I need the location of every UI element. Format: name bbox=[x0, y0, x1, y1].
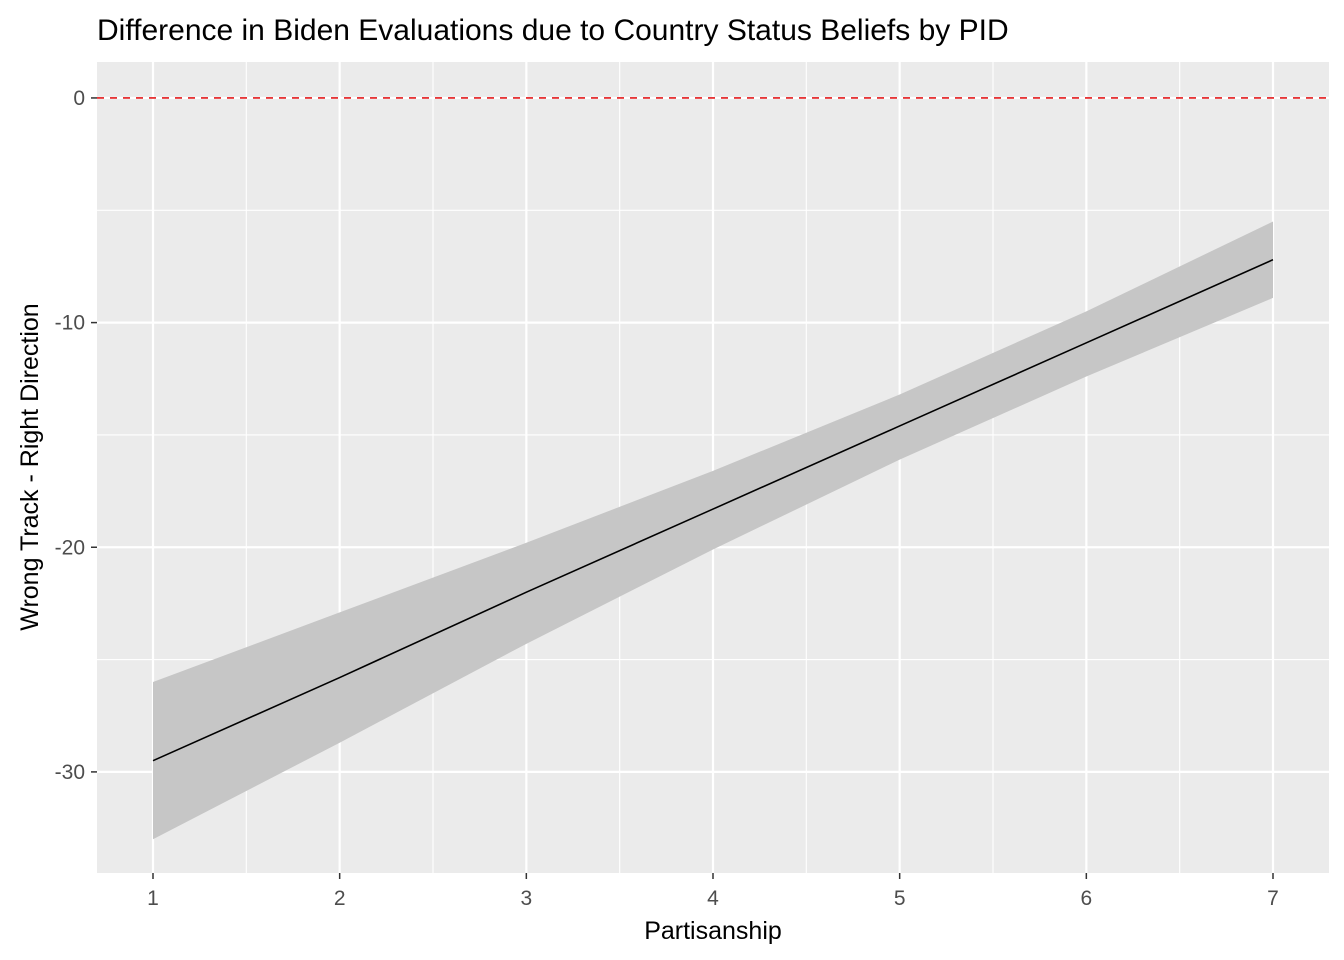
y-tick-label: -30 bbox=[55, 761, 85, 784]
confidence-ribbon bbox=[153, 221, 1273, 840]
x-tick-label: 3 bbox=[520, 887, 532, 910]
x-axis-ticks: 1 2 3 4 5 6 7 bbox=[147, 873, 1279, 910]
x-tick-label: 4 bbox=[707, 887, 719, 910]
confidence-ribbon-layer bbox=[153, 221, 1273, 840]
chart-title: Difference in Biden Evaluations due to C… bbox=[97, 14, 1009, 47]
y-tick-label: -20 bbox=[55, 536, 85, 559]
y-axis-title: Wrong Track - Right Direction bbox=[16, 303, 44, 630]
y-tick-label: 0 bbox=[73, 87, 85, 110]
x-tick-label: 7 bbox=[1267, 887, 1279, 910]
x-tick-label: 6 bbox=[1080, 887, 1092, 910]
series-line-layer bbox=[152, 258, 1274, 762]
y-tick-label: -10 bbox=[55, 312, 85, 335]
x-tick-label: 5 bbox=[894, 887, 906, 910]
y-axis-ticks: 0 -10 -20 -30 bbox=[55, 87, 97, 784]
x-axis-title: Partisanship bbox=[644, 917, 782, 945]
series-line bbox=[152, 258, 1274, 762]
x-tick-label: 2 bbox=[334, 887, 346, 910]
x-tick-label: 1 bbox=[147, 887, 159, 910]
